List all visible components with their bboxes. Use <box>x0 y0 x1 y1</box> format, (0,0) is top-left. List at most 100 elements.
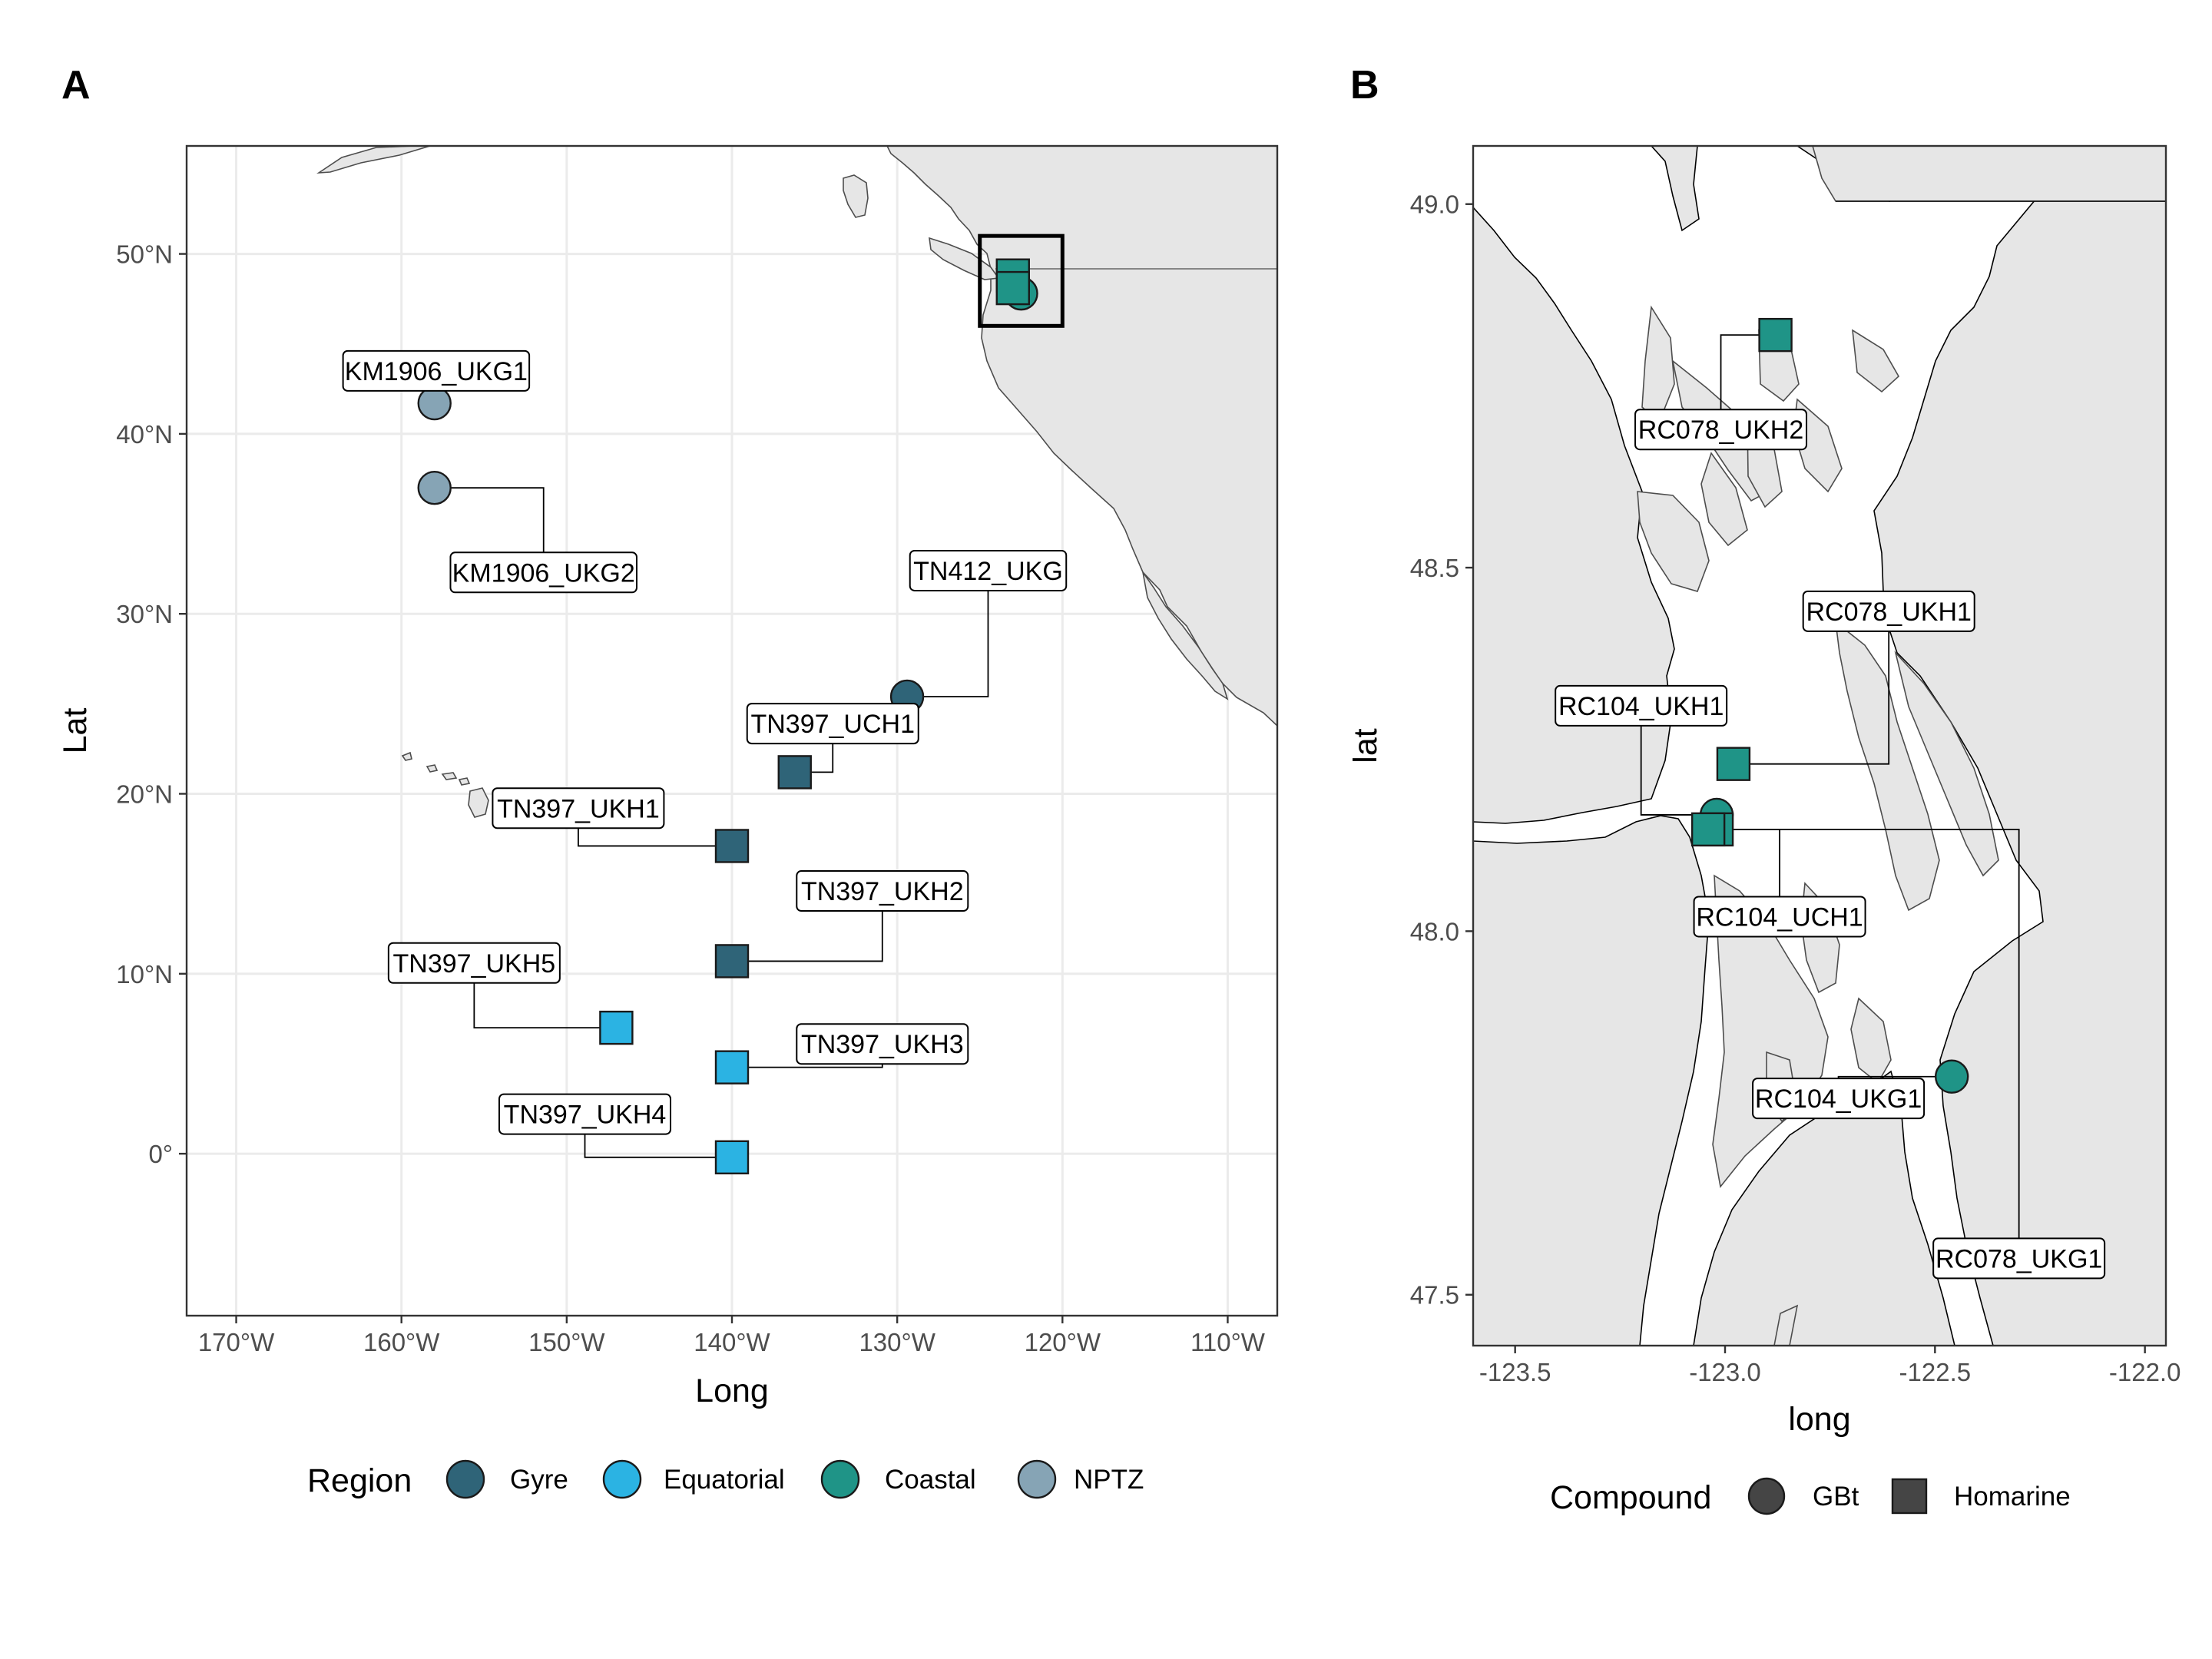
site-point-homarine <box>714 1140 750 1175</box>
compound-legend-key-circle <box>1747 1477 1786 1515</box>
site-point-homarine <box>714 1050 750 1084</box>
region-legend-label: Coastal <box>885 1465 976 1495</box>
site-point-homarine <box>714 944 750 979</box>
region-legend-label: Equatorial <box>664 1465 785 1495</box>
site-label-box <box>1693 896 1866 938</box>
site-point-homarine <box>777 755 812 790</box>
x-tick-label: 140°W <box>694 1328 770 1356</box>
site-point-gbt <box>417 470 452 505</box>
leader-line <box>1720 334 1776 430</box>
site-label-box <box>1634 409 1808 451</box>
panel-b-marks: RC078_UKH2 RC078_UKH1 RC104_UKH1 RC104_UCH1… <box>1555 317 2106 1280</box>
y-tick-label: 49.0 <box>1410 190 1459 219</box>
site-labels: RC078_UKH2 RC078_UKH1 RC104_UKH1 RC104_UCH1… <box>1555 409 2106 1280</box>
site-label-text: RC078_UKH1 <box>1806 598 1971 627</box>
region-legend-key <box>602 1459 642 1499</box>
site-label-box <box>1752 1078 1926 1120</box>
site-label-box <box>492 787 665 830</box>
leader-line <box>473 962 617 1029</box>
compound-legend-label: Homarine <box>1954 1482 2071 1512</box>
x-tick-label: -123.0 <box>1689 1358 1761 1386</box>
site-label-box <box>387 942 561 984</box>
site-label: RC104_UKH1 <box>1555 684 1728 727</box>
island-4 <box>1852 329 1900 393</box>
site-label-box <box>746 703 919 745</box>
site-label-text: KM1906_UKG1 <box>345 357 528 386</box>
site-point-homarine <box>1716 747 1751 781</box>
x-tick-label: 130°W <box>859 1328 935 1356</box>
site-label-text: TN397_UKH1 <box>497 794 660 823</box>
site-point-gbt <box>1934 1059 1969 1094</box>
site-label-box <box>449 551 637 594</box>
site-label: RC078_UKH2 <box>1634 409 1808 451</box>
region-legend-title: Region <box>307 1462 412 1499</box>
site-label-text: TN397_UKH2 <box>801 877 964 906</box>
site-label-text: RC078_UKG1 <box>1936 1244 2102 1273</box>
y-axis-title: Lat <box>57 708 94 754</box>
site-label-text: RC104_UKH1 <box>1558 692 1724 721</box>
region-legend-label: Gyre <box>510 1465 568 1495</box>
site-point-homarine <box>995 270 1030 306</box>
panel-b-frame <box>1472 144 2167 1347</box>
panel-b: RC078_UKH2 RC078_UKH1 RC104_UKH1 RC104_UCH1… <box>1347 144 2181 1438</box>
site-label-text: KM1906_UKG2 <box>452 558 635 588</box>
site-point-homarine <box>1690 812 1726 847</box>
site-point-homarine <box>1758 317 1793 353</box>
site-label-text: TN397_UKH5 <box>393 949 556 979</box>
panel-a: KM1906_UKG1 KM1906_UKG2 TN412_UKG TN397_UCH… <box>57 144 1279 1409</box>
site-label-box <box>498 1093 672 1135</box>
island-5 <box>1700 452 1748 547</box>
compound-legend-key-square <box>1891 1478 1928 1515</box>
panel-letter-b: B <box>1350 63 1379 108</box>
site-label: TN397_UKH4 <box>498 1093 672 1135</box>
site-label: RC078_UKG1 <box>1932 1237 2106 1280</box>
x-tick-label: 120°W <box>1025 1328 1101 1356</box>
y-tick-label: 50°N <box>116 240 173 269</box>
y-tick-label: 40°N <box>116 420 173 449</box>
site-label-box <box>1802 590 1975 632</box>
compound-legend: Compound GBt Homarine <box>1550 1477 2071 1516</box>
panel-a-land <box>316 146 1277 818</box>
canada-land-ne <box>1812 146 2166 202</box>
panel-a-axes: 170°W 160°W 150°W 140°W 130°W 120°W 110°W 0° 10°… <box>57 240 1266 1409</box>
site-label-text: RC104_UKG1 <box>1755 1084 1922 1114</box>
site-label: TN397_UKH2 <box>796 870 969 912</box>
leader-line <box>1708 828 2020 1259</box>
leader-line <box>907 570 989 697</box>
y-axis-title: lat <box>1347 728 1384 763</box>
site-label-box <box>796 1023 969 1065</box>
site-point-homarine <box>714 829 750 863</box>
y-tick-label: 20°N <box>116 780 173 809</box>
site-label: TN412_UKG <box>909 549 1068 591</box>
y-tick-label: 10°N <box>116 960 173 988</box>
y-tick-label: 48.0 <box>1410 917 1459 945</box>
site-point-homarine <box>599 1010 634 1045</box>
site-label-text: TN397_UKH3 <box>801 1030 964 1059</box>
site-label-box <box>1932 1237 2106 1280</box>
panel-a-grid <box>187 146 1277 1316</box>
site-label-text: RC078_UKH2 <box>1638 416 1803 445</box>
y-tick-label: 0° <box>148 1140 173 1168</box>
x-tick-label: 150°W <box>528 1328 605 1356</box>
leader-line <box>434 487 545 573</box>
site-label-text: TN412_UKG <box>913 557 1063 586</box>
site-label: RC104_UCH1 <box>1693 896 1866 938</box>
y-tick-label: 48.5 <box>1410 554 1459 582</box>
region-legend-key <box>1017 1459 1057 1499</box>
site-labels: KM1906_UKG1 KM1906_UKG2 TN412_UKG TN397_UCH… <box>342 349 1068 1135</box>
site-label-box <box>796 870 969 912</box>
alaska-landmass <box>316 146 431 174</box>
panel-letter-a: A <box>61 63 91 108</box>
region-legend-key <box>820 1459 860 1499</box>
kitsap-peninsula <box>1712 874 1829 1188</box>
site-label: TN397_UKH5 <box>387 942 561 984</box>
island-7 <box>1637 491 1710 592</box>
baja-california <box>1142 571 1229 700</box>
haida-gwaii <box>843 174 869 218</box>
hawaiian-islands <box>401 751 489 818</box>
region-legend-label: NPTZ <box>1074 1465 1144 1495</box>
compound-legend-title: Compound <box>1550 1479 1711 1516</box>
x-tick-label: -123.5 <box>1479 1358 1551 1386</box>
site-point-gbt <box>417 386 452 421</box>
